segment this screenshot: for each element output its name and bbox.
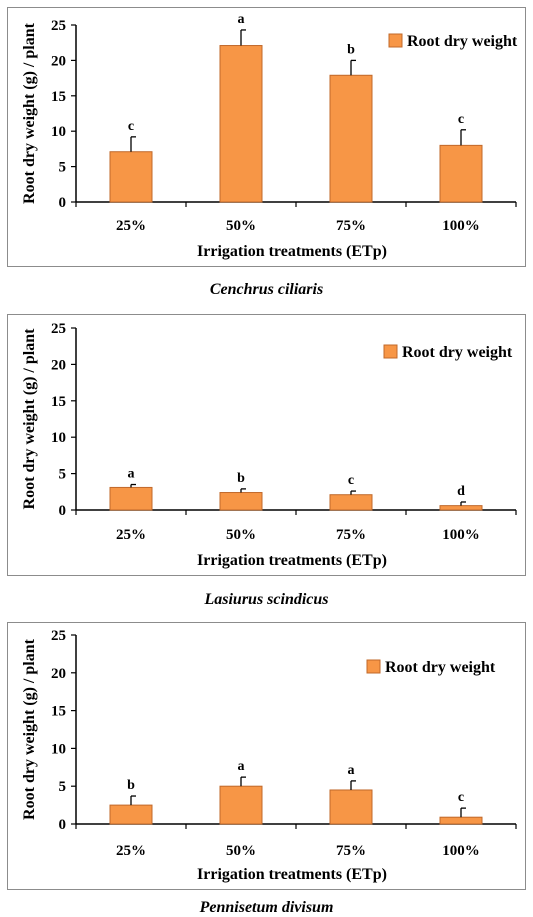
y-tick-label: 20 <box>51 666 66 682</box>
x-tick-label: 75% <box>336 527 366 543</box>
chart-caption-1: Cenchrus ciliaris <box>209 281 324 298</box>
x-tick-label: 100% <box>442 218 480 234</box>
x-tick-label: 50% <box>226 843 256 859</box>
significance-letter: c <box>128 119 134 134</box>
y-tick-label: 25 <box>51 321 66 337</box>
y-tick-label: 10 <box>51 430 66 446</box>
bar <box>219 492 263 511</box>
y-tick-label: 0 <box>59 195 67 211</box>
legend-swatch <box>383 344 398 359</box>
y-tick-label: 10 <box>51 124 66 140</box>
significance-letter: c <box>458 112 464 127</box>
bar <box>109 804 153 825</box>
significance-letter: b <box>237 471 245 486</box>
bar <box>439 144 483 203</box>
bar-chart-1: 0 5 10 15 20 25 c 25% a 50% b 75% c 100% Irrigation tr… <box>21 12 518 260</box>
x-tick-label: 75% <box>336 843 366 859</box>
significance-letter: d <box>457 484 465 499</box>
bar <box>329 74 373 203</box>
y-tick-label: 25 <box>51 628 66 644</box>
bar <box>219 45 263 203</box>
y-tick-label: 10 <box>51 741 66 757</box>
x-tick-label: 100% <box>442 527 480 543</box>
y-tick-label: 0 <box>59 817 67 833</box>
y-tick-label: 20 <box>51 53 66 69</box>
y-tick-label: 5 <box>59 160 67 176</box>
y-tick-label: 15 <box>51 394 66 410</box>
bar-chart-2: 0 5 10 15 20 25 a 25% b 50% c 75% d 100% Irrigation tr… <box>21 321 517 569</box>
chart-caption-2: Lasiurus scindicus <box>204 591 329 608</box>
x-tick-label: 25% <box>116 527 146 543</box>
legend-label: Root dry weight <box>402 344 513 361</box>
y-axis-title: Root dry weight (g) / plant <box>21 328 38 510</box>
legend-swatch <box>366 659 381 674</box>
x-tick-label: 50% <box>226 218 256 234</box>
significance-letter: c <box>458 790 464 805</box>
legend-label: Root dry weight <box>385 659 496 676</box>
y-axis-title: Root dry weight (g) / plant <box>21 638 38 820</box>
chart-panel-3: 0 5 10 15 20 25 b 25% a 50% a 75% c 100% Irrigation tr… <box>7 622 526 890</box>
significance-letter: a <box>238 12 245 27</box>
bar <box>439 505 483 511</box>
significance-letter: a <box>128 467 135 482</box>
chart-panel-1: 0 5 10 15 20 25 c 25% a 50% b 75% c 100% Irrigation tr… <box>7 7 526 267</box>
legend-label: Root dry weight <box>407 33 518 50</box>
y-tick-label: 5 <box>59 779 67 795</box>
y-tick-label: 15 <box>51 704 66 720</box>
y-tick-label: 15 <box>51 89 66 105</box>
significance-letter: a <box>348 763 355 778</box>
significance-letter: b <box>127 778 135 793</box>
x-tick-label: 75% <box>336 218 366 234</box>
significance-letter: c <box>348 473 354 488</box>
x-axis-title: Irrigation treatments (ETp) <box>197 243 387 260</box>
y-tick-label: 20 <box>51 357 66 373</box>
y-tick-label: 25 <box>51 18 66 34</box>
bar <box>439 816 483 825</box>
bar <box>109 486 153 511</box>
significance-letter: b <box>347 42 355 57</box>
x-tick-label: 25% <box>116 843 146 859</box>
x-axis-title: Irrigation treatments (ETp) <box>197 552 387 569</box>
chart-panel-2: 0 5 10 15 20 25 a 25% b 50% c 75% d 100% Irrigation tr… <box>7 314 526 576</box>
x-tick-label: 100% <box>442 843 480 859</box>
legend-swatch <box>388 33 403 48</box>
y-tick-label: 0 <box>59 503 67 519</box>
bar <box>109 151 153 203</box>
y-axis-title: Root dry weight (g) / plant <box>21 22 38 204</box>
bar <box>219 785 263 825</box>
bar <box>329 494 373 511</box>
bar <box>329 789 373 825</box>
x-axis-title: Irrigation treatments (ETp) <box>197 866 387 883</box>
bar-chart-3: 0 5 10 15 20 25 b 25% a 50% a 75% c 100% Irrigation tr… <box>21 628 517 883</box>
x-tick-label: 25% <box>116 218 146 234</box>
chart-caption-3: Pennisetum divisum <box>199 899 334 916</box>
y-tick-label: 5 <box>59 467 67 483</box>
significance-letter: a <box>238 759 245 774</box>
x-tick-label: 50% <box>226 527 256 543</box>
